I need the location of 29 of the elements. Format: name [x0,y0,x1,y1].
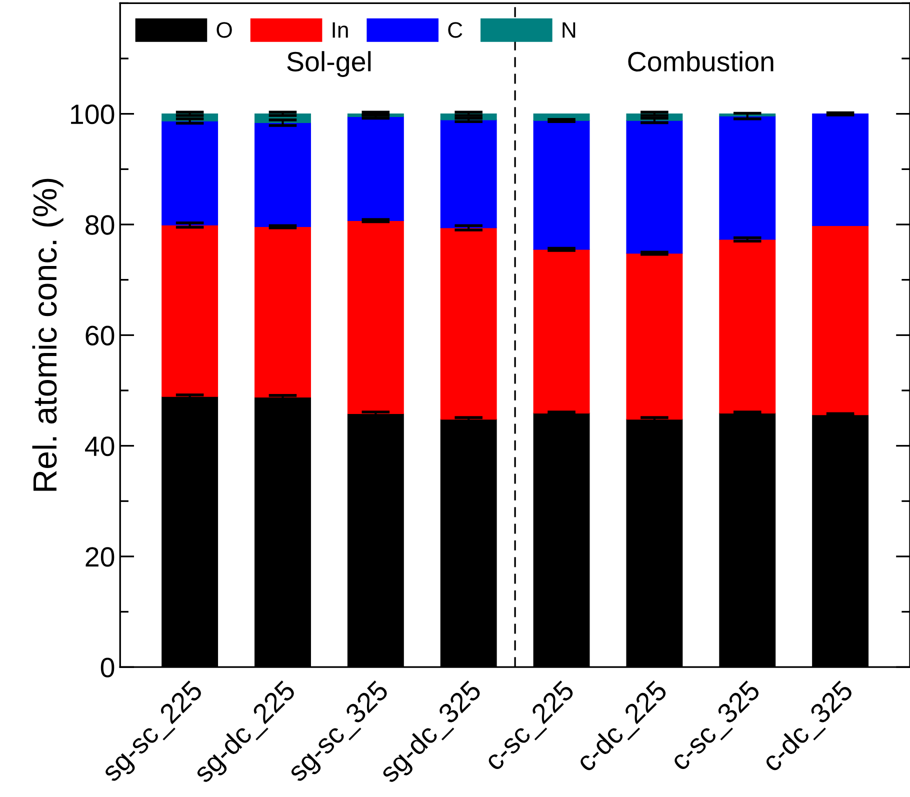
y-tick-label: 80 [86,215,114,235]
bar [812,113,869,226]
bar [719,239,776,414]
bar [254,122,311,228]
bar [254,226,311,398]
bar [626,252,683,420]
legend-label: C [448,22,462,38]
y-tick-label: 40 [85,436,114,456]
bar [162,120,218,226]
legend-label: In [332,22,348,38]
bar [347,116,404,221]
bar [440,227,497,420]
y-tick-label: 20 [86,547,114,567]
annotation: Sol-gel [287,51,371,77]
bar [626,120,683,254]
bar [812,225,869,416]
bar [162,224,218,397]
annotation: Combustion [628,51,774,72]
y-tick-label: 0 [100,658,114,678]
bar [533,120,590,250]
y-tick-label: 100 [71,104,114,124]
bar [347,220,404,414]
legend-label: O [216,22,232,38]
bar [533,249,590,414]
bar [719,116,776,240]
y-axis-title: Rel. atomic conc. (%) [32,178,64,491]
legend-label: N [562,22,576,38]
bar [440,120,497,228]
y-tick-label: 60 [86,326,114,346]
